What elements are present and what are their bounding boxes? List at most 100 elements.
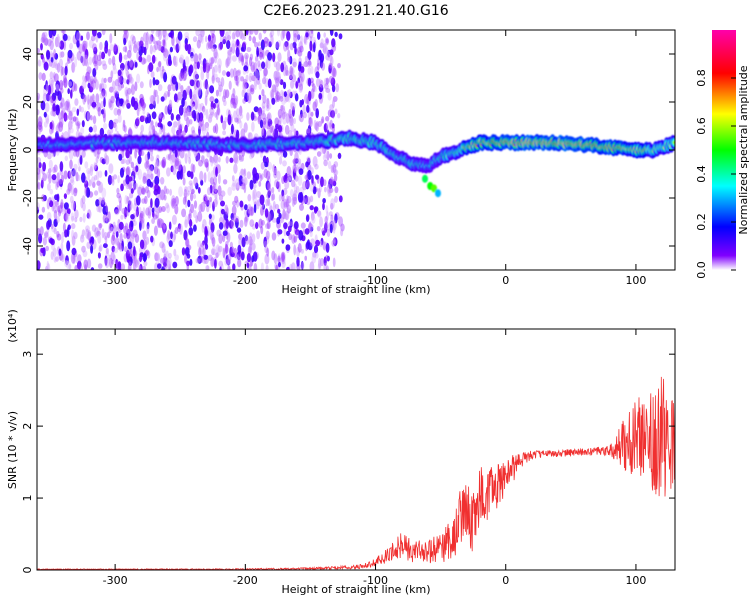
noise-cell bbox=[174, 254, 179, 261]
noise-cell bbox=[171, 154, 176, 163]
noise-cell bbox=[198, 159, 203, 167]
noise-cell bbox=[217, 104, 220, 116]
noise-cell bbox=[167, 90, 171, 98]
noise-cell bbox=[256, 77, 261, 85]
noise-cell bbox=[280, 89, 284, 100]
noise-cell bbox=[220, 77, 225, 87]
noise-cell bbox=[156, 252, 160, 261]
noise-cell bbox=[146, 158, 150, 165]
noise-cell bbox=[48, 60, 52, 67]
noise-cell bbox=[246, 262, 250, 269]
noise-cell bbox=[250, 111, 255, 121]
noise-cell bbox=[286, 173, 292, 181]
noise-cell bbox=[235, 182, 240, 191]
noise-cell bbox=[214, 56, 218, 64]
noise-cell bbox=[107, 76, 113, 83]
noise-cell bbox=[177, 223, 182, 230]
noise-cell bbox=[183, 111, 188, 118]
noise-cell bbox=[64, 114, 69, 121]
noise-cell bbox=[129, 58, 134, 68]
noise-cell bbox=[178, 123, 184, 130]
noise-cell bbox=[106, 231, 111, 239]
noise-cell bbox=[196, 39, 201, 49]
noise-cell bbox=[96, 32, 102, 39]
noise-cell bbox=[171, 152, 176, 163]
noise-cell bbox=[294, 45, 297, 55]
noise-cell bbox=[275, 264, 278, 270]
noise-cell bbox=[46, 118, 50, 125]
noise-cell bbox=[255, 55, 259, 62]
noise-cell bbox=[118, 98, 124, 105]
noise-cell bbox=[255, 57, 258, 67]
noise-cell bbox=[102, 206, 108, 215]
noise-cell bbox=[114, 236, 120, 246]
noise-cell bbox=[94, 227, 99, 238]
noise-cell bbox=[117, 175, 120, 184]
noise-cell bbox=[116, 187, 120, 195]
noise-cell bbox=[150, 173, 154, 180]
noise-cell bbox=[40, 53, 44, 60]
noise-cell bbox=[226, 56, 231, 67]
noise-cell bbox=[283, 95, 288, 104]
noise-cell bbox=[310, 66, 314, 75]
noise-cell bbox=[108, 223, 113, 234]
noise-cell bbox=[186, 116, 190, 128]
noise-cell bbox=[256, 46, 259, 57]
noise-cell bbox=[74, 116, 79, 126]
noise-cell bbox=[169, 155, 175, 165]
noise-cell bbox=[173, 93, 178, 103]
noise-cell bbox=[225, 254, 229, 265]
noise-cell bbox=[208, 199, 212, 209]
noise-cell bbox=[61, 231, 65, 238]
noise-cell bbox=[184, 153, 188, 164]
noise-cell bbox=[267, 182, 271, 192]
noise-cell bbox=[299, 113, 304, 123]
noise-cell bbox=[87, 98, 91, 110]
noise-cell bbox=[152, 125, 156, 136]
noise-cell bbox=[288, 233, 293, 241]
noise-cell bbox=[50, 56, 54, 63]
noise-cell bbox=[54, 73, 59, 83]
noise-cell bbox=[65, 260, 71, 270]
noise-cell bbox=[76, 263, 82, 270]
noise-cell bbox=[76, 108, 80, 116]
noise-cell bbox=[158, 112, 162, 119]
noise-cell bbox=[142, 265, 147, 270]
noise-cell bbox=[207, 254, 213, 261]
noise-cell bbox=[68, 264, 72, 270]
noise-cell bbox=[238, 113, 244, 120]
noise-cell bbox=[152, 210, 155, 218]
noise-cell bbox=[95, 199, 100, 207]
noise-cell bbox=[160, 96, 165, 102]
noise-cell bbox=[300, 248, 304, 254]
noise-cell bbox=[281, 252, 285, 263]
noise-cell bbox=[197, 33, 203, 43]
noise-cell bbox=[215, 109, 219, 121]
noise-cell bbox=[238, 154, 242, 161]
noise-cell bbox=[133, 255, 137, 265]
noise-cell bbox=[284, 180, 290, 190]
noise-cell bbox=[136, 73, 141, 84]
x-tick-label: -200 bbox=[233, 574, 258, 587]
noise-cell bbox=[158, 84, 163, 92]
noise-cell bbox=[233, 153, 238, 164]
noise-cell bbox=[235, 108, 241, 116]
noise-cell bbox=[235, 129, 240, 140]
noise-cell bbox=[171, 75, 177, 85]
noise-cell bbox=[265, 180, 270, 191]
noise-cell bbox=[283, 201, 289, 208]
noise-cell bbox=[118, 221, 124, 230]
noise-cell bbox=[181, 247, 186, 256]
noise-cell bbox=[47, 38, 52, 47]
noise-cell bbox=[274, 117, 280, 126]
noise-cell bbox=[80, 92, 85, 100]
noise-cell bbox=[233, 110, 238, 120]
noise-cell bbox=[119, 167, 125, 178]
noise-cell bbox=[149, 103, 154, 110]
noise-cell bbox=[96, 149, 101, 155]
noise-cell bbox=[165, 202, 170, 209]
noise-cell bbox=[221, 70, 227, 76]
noise-cell bbox=[200, 33, 204, 44]
noise-cell bbox=[60, 198, 64, 209]
noise-cell bbox=[134, 40, 137, 49]
